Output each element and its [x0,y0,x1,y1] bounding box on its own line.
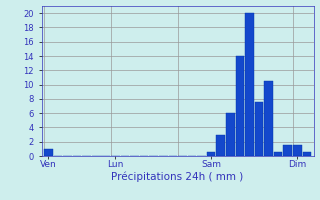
X-axis label: Précipitations 24h ( mm ): Précipitations 24h ( mm ) [111,172,244,182]
Bar [274,152,283,156]
Bar [226,113,235,156]
Bar [245,13,254,156]
Bar [284,145,292,156]
Bar [216,135,225,156]
Bar [255,102,263,156]
Bar [44,149,52,156]
Bar [236,56,244,156]
Bar [303,152,311,156]
Bar [293,145,302,156]
Bar [264,81,273,156]
Bar [207,152,215,156]
